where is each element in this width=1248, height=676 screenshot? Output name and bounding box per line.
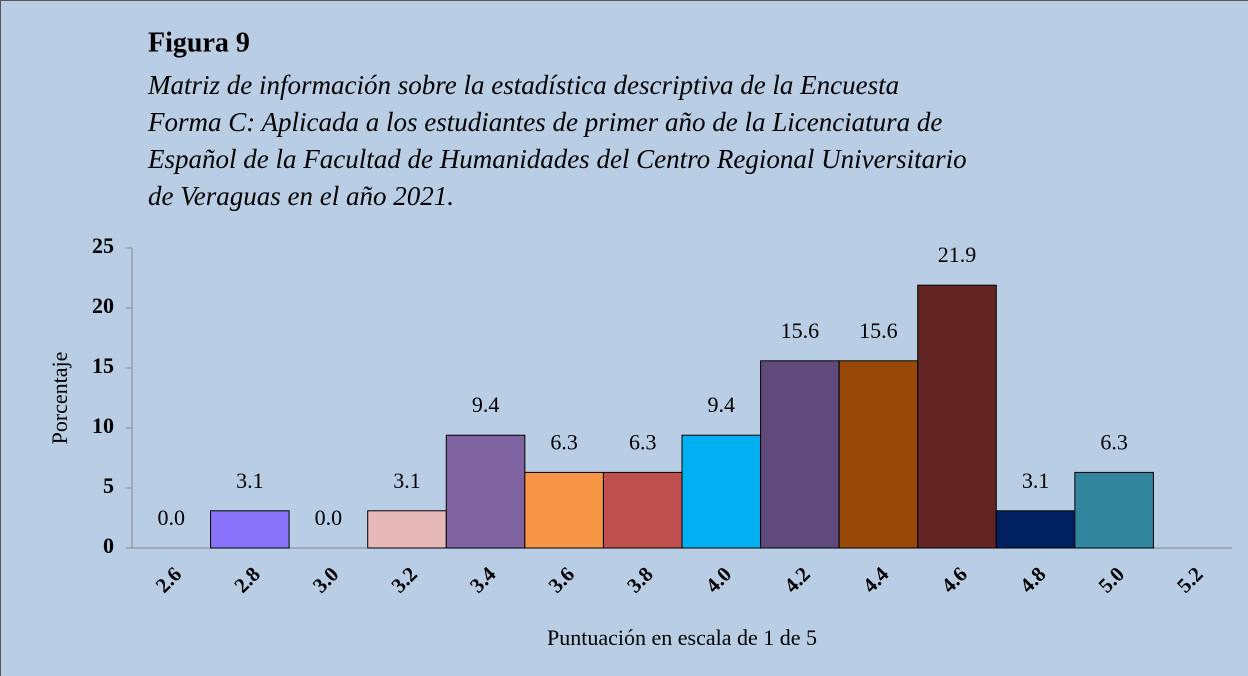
bar xyxy=(760,360,840,549)
subtitle: Matriz de información sobre la estadísti… xyxy=(147,70,899,100)
bar xyxy=(917,284,997,549)
data-label: 0.0 xyxy=(158,505,186,530)
y-tick-label: 10 xyxy=(92,413,114,438)
bar xyxy=(445,434,526,549)
y-tick-label: 15 xyxy=(92,353,114,378)
subtitle: Español de la Facultad de Humanidades de… xyxy=(147,144,967,174)
data-label: 3.1 xyxy=(236,468,264,493)
data-label: 3.1 xyxy=(393,468,421,493)
bar xyxy=(210,510,290,549)
y-tick-label: 25 xyxy=(92,233,114,258)
y-tick-label: 0 xyxy=(103,533,114,558)
y-tick-label: 20 xyxy=(92,293,114,318)
data-label: 6.3 xyxy=(550,429,578,454)
bar xyxy=(367,510,447,549)
data-label: 21.9 xyxy=(938,242,977,267)
data-label: 3.1 xyxy=(1022,468,1050,493)
y-tick-label: 5 xyxy=(103,473,114,498)
data-label: 15.6 xyxy=(781,318,820,343)
chart-title: Figura 9 xyxy=(148,27,250,58)
subtitle: Forma C: Aplicada a los estudiantes de p… xyxy=(147,107,942,137)
data-label: 6.3 xyxy=(629,429,657,454)
bar xyxy=(995,510,1076,549)
bar xyxy=(681,434,762,549)
data-label: 9.4 xyxy=(708,392,736,417)
data-label: 9.4 xyxy=(472,392,500,417)
x-axis-label: Puntuación en escala de 1 de 5 xyxy=(547,625,817,650)
bar xyxy=(838,360,919,549)
subtitle: de Veraguas en el año 2021. xyxy=(148,181,454,211)
data-label: 6.3 xyxy=(1100,429,1128,454)
bar xyxy=(1074,471,1154,549)
y-axis-label: Porcentaje xyxy=(47,352,72,445)
data-label: 0.0 xyxy=(315,505,343,530)
bar xyxy=(524,471,604,549)
bar xyxy=(602,471,683,549)
data-label: 15.6 xyxy=(859,318,898,343)
